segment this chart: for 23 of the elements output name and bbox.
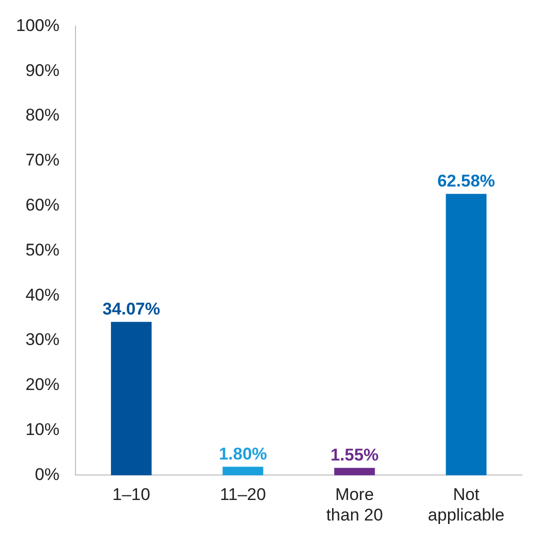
x-tick-label: 11–20 [220,485,266,504]
bar [446,194,487,476]
data-label: 1.80% [218,444,268,464]
x-tick-label: Not applicable [428,485,504,524]
x-tick-label: 1–10 [112,485,150,504]
y-tick-label: 90% [25,60,60,80]
y-tick-label: 10% [25,420,60,439]
y-tick-label: 30% [25,330,60,350]
bar [334,468,375,476]
data-label: 34.07% [102,299,160,318]
y-tick-label: 80% [25,106,60,125]
y-tick-label: 0% [34,464,60,484]
y-tick-label: 100% [16,16,60,35]
bar [110,322,152,476]
y-tick-label: 40% [25,285,60,304]
data-label: 62.58% [437,171,496,190]
y-tick-label: 20% [25,375,60,394]
x-tick-label: More than 20 [326,485,383,524]
y-tick-label: 70% [25,150,60,170]
data-label: 1.55% [330,445,379,464]
y-tick-label: 50% [25,240,60,260]
y-tick-label: 60% [25,195,60,214]
bar [222,466,264,476]
